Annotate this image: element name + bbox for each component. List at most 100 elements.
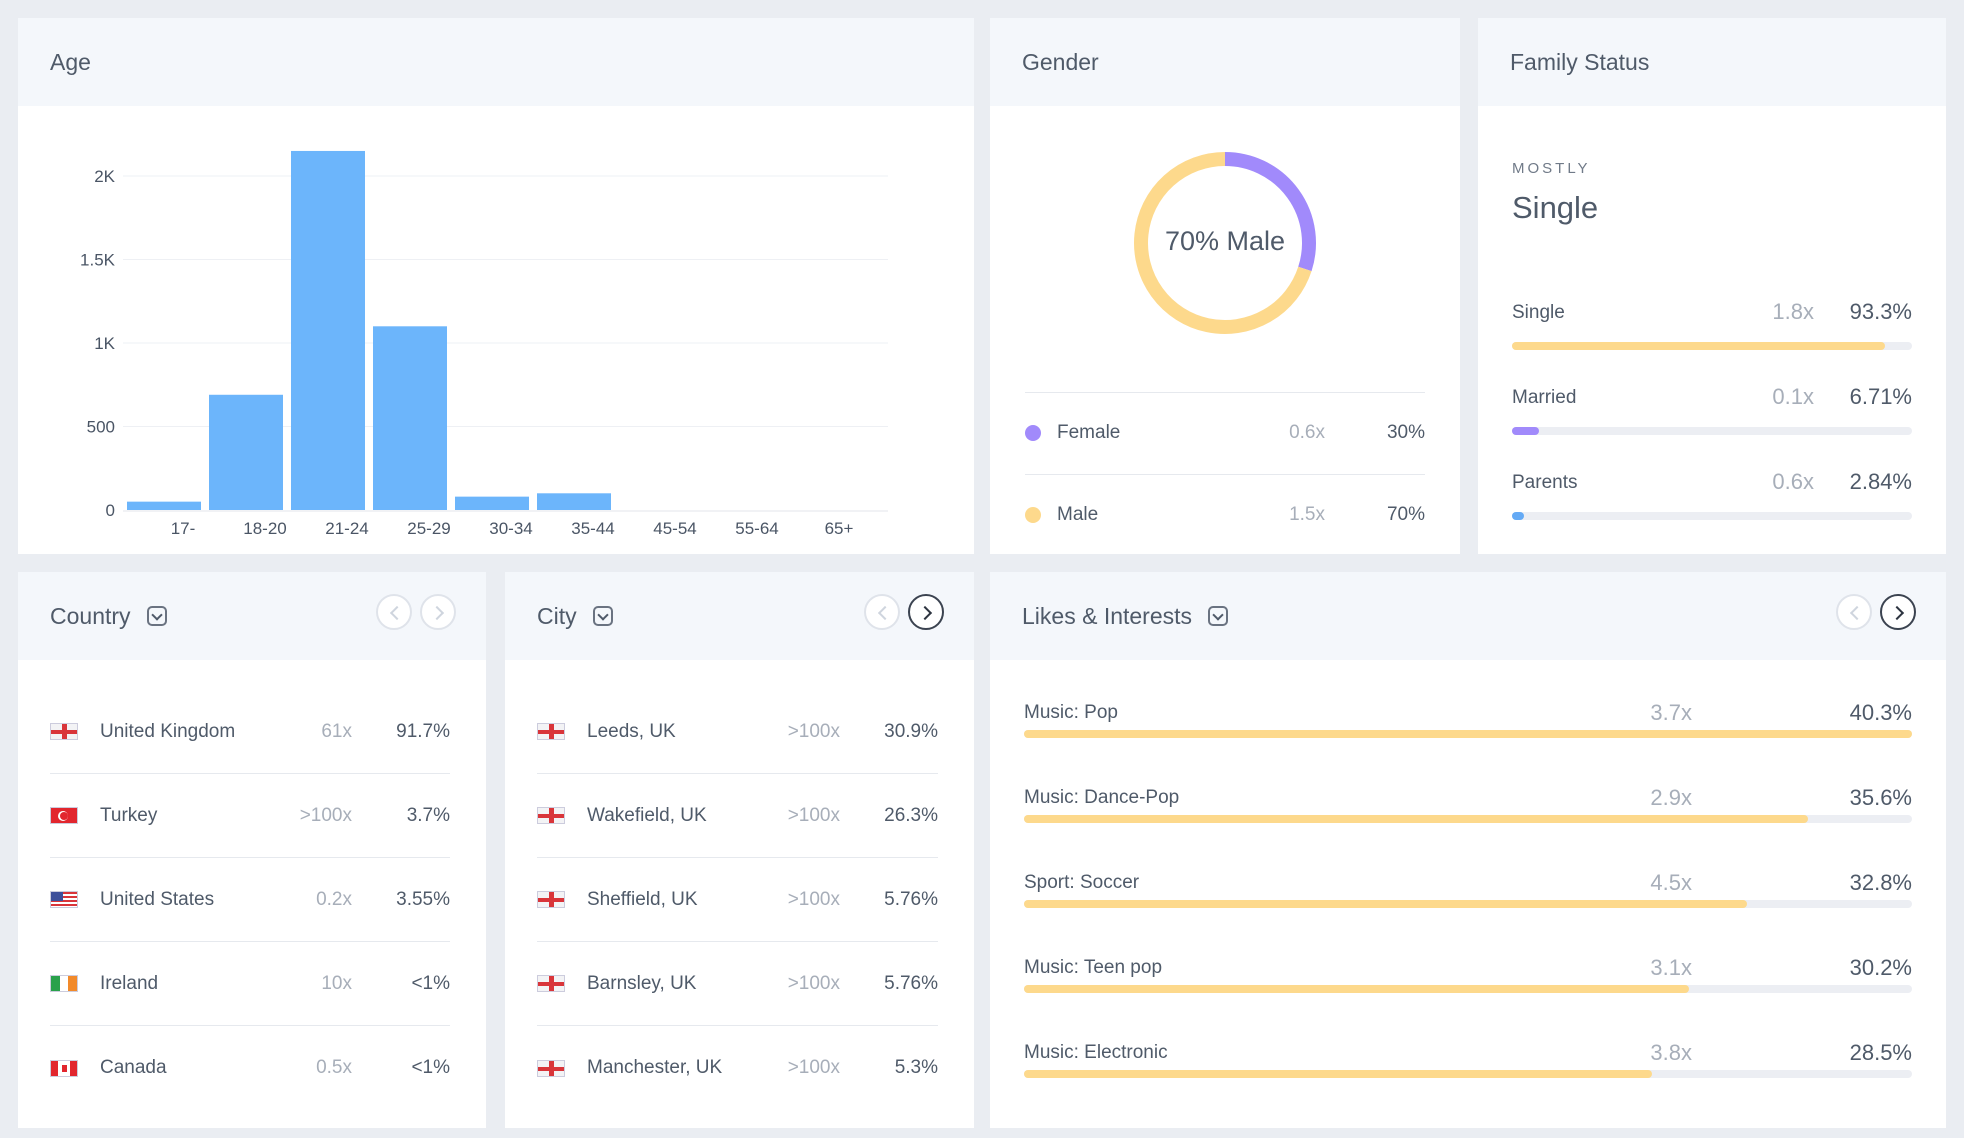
country-list-row[interactable]: Canada 0.5x <1%	[50, 1026, 450, 1110]
age-bar-17-[interactable]	[127, 501, 201, 510]
gender-title: Gender	[1022, 48, 1099, 75]
country-name: Canada	[100, 1057, 167, 1078]
city-card: City Leeds, UK >100x 30.9% Wakefield, UK…	[505, 572, 974, 1128]
interest-row[interactable]: Music: Dance-Pop 2.9x 35.6%	[1024, 785, 1912, 847]
interest-percent: 32.8%	[1849, 870, 1912, 895]
city-name: Wakefield, UK	[587, 804, 707, 826]
donut-slice-female[interactable]	[1224, 152, 1316, 272]
uk-flag	[537, 807, 565, 824]
interests-prev-button[interactable]	[1836, 594, 1872, 630]
country-percent: 3.7%	[406, 804, 450, 826]
legend-percent: 70%	[1386, 504, 1425, 525]
age-card-header: Age	[18, 18, 974, 106]
canada-flag	[50, 1059, 78, 1077]
country-next-button[interactable]	[420, 594, 456, 630]
interest-row[interactable]: Music: Electronic 3.8x 28.5%	[1024, 1040, 1912, 1102]
y-tick-label: 0	[106, 501, 115, 520]
city-multiplier: >100x	[787, 804, 840, 826]
age-card: Age 0 500 1K 1.5K 2K 17- 18-20 21-24 25-29 30-34 3…	[18, 18, 974, 554]
x-tick-label: 21-24	[325, 519, 368, 538]
country-prev-button[interactable]	[376, 594, 412, 630]
progress-track	[1024, 815, 1912, 823]
city-percent: 5.3%	[894, 1057, 938, 1078]
interest-row[interactable]: Sport: Soccer 4.5x 32.8%	[1024, 870, 1912, 932]
city-list-row[interactable]: Manchester, UK >100x 5.3%	[537, 1026, 938, 1110]
family-status-multiplier: 0.1x	[1772, 384, 1814, 409]
city-name: Barnsley, UK	[587, 972, 697, 994]
country-percent: <1%	[411, 1057, 450, 1078]
legend-dot	[1025, 507, 1041, 523]
city-next-button[interactable]	[908, 594, 944, 630]
progress-fill	[1024, 815, 1809, 823]
city-name: Manchester, UK	[587, 1057, 723, 1078]
city-percent: 26.3%	[884, 804, 938, 826]
progress-fill	[1024, 900, 1747, 908]
city-multiplier: >100x	[787, 888, 840, 910]
y-tick-label: 1.5K	[80, 251, 116, 270]
legend-multiplier: 0.6x	[1289, 422, 1325, 443]
progress-track	[1024, 900, 1912, 908]
city-prev-button[interactable]	[864, 594, 900, 630]
interest-multiplier: 2.9x	[1650, 785, 1692, 810]
progress-fill	[1512, 512, 1524, 520]
family-status-label: Single	[1512, 302, 1565, 323]
y-tick-label: 1K	[94, 334, 115, 353]
country-list-row[interactable]: United States 0.2x 3.55%	[50, 858, 450, 942]
progress-track	[1024, 730, 1912, 738]
donut-slice-male[interactable]	[1134, 152, 1312, 334]
city-list-row[interactable]: Leeds, UK >100x 30.9%	[537, 690, 938, 774]
interest-row[interactable]: Music: Teen pop 3.1x 30.2%	[1024, 955, 1912, 1017]
country-card-header: Country	[18, 572, 486, 660]
country-title: Country	[50, 602, 131, 629]
city-percent: 5.76%	[884, 972, 938, 994]
city-multiplier: >100x	[787, 720, 840, 742]
interests-next-button[interactable]	[1880, 594, 1916, 630]
city-list-row[interactable]: Barnsley, UK >100x 5.76%	[537, 942, 938, 1026]
uk-flag	[50, 723, 78, 740]
city-name: Sheffield, UK	[587, 888, 698, 910]
progress-fill	[1512, 427, 1539, 435]
interest-percent: 40.3%	[1849, 700, 1912, 725]
ireland-flag	[50, 975, 78, 992]
uk-flag	[537, 1059, 565, 1077]
interest-percent: 30.2%	[1849, 955, 1912, 980]
age-bar-21-24[interactable]	[291, 150, 365, 510]
country-percent: 91.7%	[396, 720, 450, 742]
family-status-card: Family Status MOSTLY Single Single 1.8x …	[1478, 18, 1946, 554]
age-bar-18-20[interactable]	[209, 394, 283, 510]
gender-donut-chart	[1134, 152, 1316, 334]
interest-multiplier: 3.7x	[1650, 700, 1692, 725]
x-tick-label: 65+	[825, 519, 854, 538]
family-status-percent: 6.71%	[1849, 384, 1912, 409]
legend-dot	[1025, 425, 1041, 441]
family-status-row: Parents 0.6x 2.84%	[1512, 469, 1912, 520]
city-multiplier: >100x	[787, 972, 840, 994]
gender-legend-row: Male 1.5x 70%	[1025, 474, 1425, 555]
age-bar-25-29[interactable]	[373, 326, 447, 510]
country-dropdown-icon[interactable]	[146, 606, 167, 626]
y-tick-label: 2K	[94, 167, 115, 186]
country-name: Ireland	[100, 972, 159, 994]
city-list-row[interactable]: Wakefield, UK >100x 26.3%	[537, 774, 938, 858]
mostly-value: Single	[1512, 190, 1599, 225]
age-bar-35-44[interactable]	[537, 493, 611, 510]
interest-row[interactable]: Music: Pop 3.7x 40.3%	[1024, 700, 1912, 762]
city-dropdown-icon[interactable]	[592, 606, 613, 626]
family-status-header: Family Status	[1478, 18, 1946, 106]
country-list-row[interactable]: Turkey >100x 3.7%	[50, 774, 450, 858]
family-status-row: Married 0.1x 6.71%	[1512, 384, 1912, 435]
family-status-row: Single 1.8x 93.3%	[1512, 299, 1912, 350]
family-status-label: Parents	[1512, 472, 1578, 493]
interest-label: Music: Electronic	[1024, 1042, 1168, 1063]
age-bar-30-34[interactable]	[455, 496, 529, 510]
city-list-row[interactable]: Sheffield, UK >100x 5.76%	[537, 858, 938, 942]
country-list-row[interactable]: United Kingdom 61x 91.7%	[50, 690, 450, 774]
interests-title: Likes & Interests	[1022, 602, 1193, 629]
city-name: Leeds, UK	[587, 720, 676, 742]
country-multiplier: 61x	[321, 720, 352, 742]
interests-dropdown-icon[interactable]	[1208, 606, 1229, 626]
city-percent: 5.76%	[884, 888, 938, 910]
country-list-row[interactable]: Ireland 10x <1%	[50, 942, 450, 1026]
family-status-percent: 93.3%	[1849, 299, 1912, 324]
country-name: Turkey	[100, 804, 158, 826]
